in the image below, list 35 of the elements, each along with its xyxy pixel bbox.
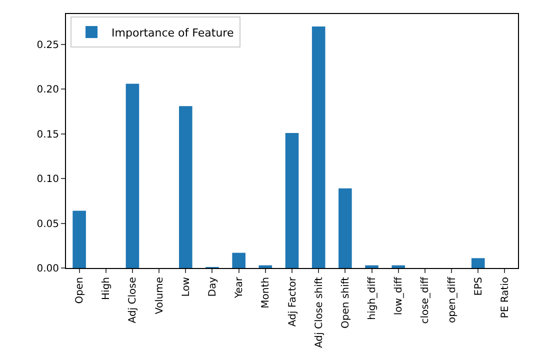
y-tick-label: 0.05 [36, 218, 59, 230]
x-tick-label: High [101, 277, 112, 300]
x-tick-label: EPS [473, 277, 484, 296]
bar [285, 132, 299, 268]
bar [392, 265, 405, 268]
bar [312, 26, 326, 268]
bar [179, 106, 192, 268]
y-tick-label: 0.15 [36, 129, 59, 140]
x-tick-label: high_diff [367, 276, 378, 320]
x-tick-label: Open shift [340, 276, 352, 328]
x-tick-label: Adj Close shift [314, 276, 325, 348]
y-tick-label: 0.00 [36, 264, 59, 274]
bar [365, 265, 378, 268]
x-tick-label: open_diff [446, 276, 458, 323]
x-tick-label: low_diff [394, 276, 405, 316]
x-tick-label: close_diff [420, 276, 432, 324]
bar [338, 188, 352, 268]
x-tick-label: Year [234, 276, 246, 300]
x-tick-label: Low [180, 277, 192, 297]
legend-label: Importance of Feature [112, 26, 234, 40]
bar [72, 210, 86, 268]
y-tick-label: 0.10 [36, 174, 59, 186]
x-tick-label: PE Ratio [500, 277, 511, 318]
y-tick-label: 0.20 [36, 84, 59, 96]
x-tick-label: Month [260, 277, 272, 308]
x-tick-label: Day [207, 276, 218, 297]
bar [258, 265, 272, 268]
x-tick-label: Adj Factor [287, 276, 298, 327]
bar [232, 252, 246, 268]
x-tick-label: Volume [154, 277, 166, 314]
bar [126, 84, 140, 268]
bar [471, 258, 485, 268]
x-tick-label: Adj Close [128, 277, 139, 324]
x-tick-label: Open [74, 277, 86, 304]
y-tick-label: 0.25 [36, 40, 59, 51]
